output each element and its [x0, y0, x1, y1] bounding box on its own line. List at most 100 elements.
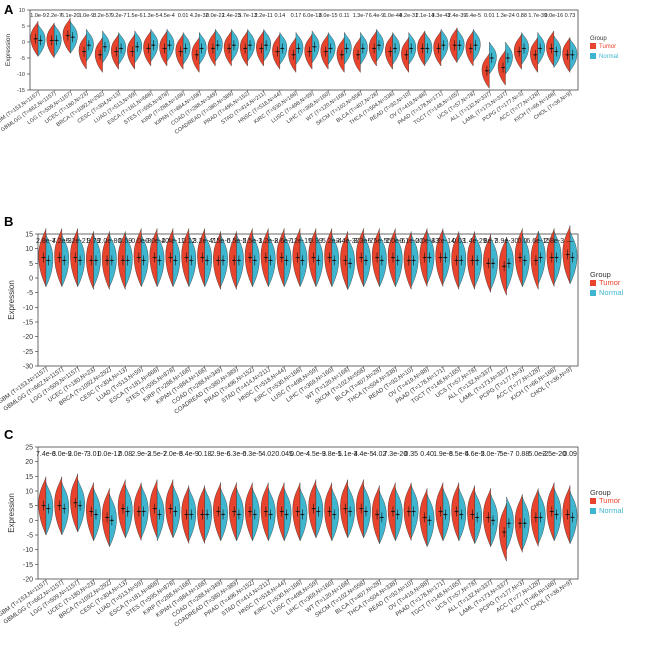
median-point [534, 53, 537, 56]
median-point [492, 262, 494, 265]
median-point [357, 53, 359, 56]
p-value-label: 6.0e-13 [303, 13, 322, 19]
median-point [184, 47, 187, 50]
violin-pair [181, 228, 197, 287]
median-point [555, 513, 558, 516]
p-value-label: 4.02 [373, 451, 387, 458]
p-value-label: 7.2e-3 [52, 238, 72, 245]
violin-pair [403, 231, 419, 290]
median-point [392, 256, 394, 259]
median-point [380, 516, 383, 519]
p-value-label: 0.0e-43 [415, 238, 439, 245]
median-point [360, 256, 363, 259]
median-point [217, 510, 220, 513]
violin-pair [143, 29, 159, 67]
median-point [471, 513, 474, 516]
y-tick-label: -5 [27, 290, 33, 297]
median-point [550, 47, 553, 50]
median-point [120, 47, 122, 50]
legend-title: Group [590, 36, 607, 42]
median-point [104, 45, 106, 48]
p-value-label: 8.0e-15 [319, 13, 338, 19]
p-value-label: 0.73 [565, 13, 576, 19]
p-value-label: 3.2e-41 [193, 238, 217, 245]
median-point [523, 259, 526, 262]
panel-label-a: A [4, 2, 14, 17]
median-point [249, 510, 251, 513]
median-point [71, 36, 74, 39]
median-point [126, 259, 129, 262]
median-point [63, 259, 66, 262]
violin-pair [191, 32, 207, 74]
violin-pair [117, 231, 133, 290]
p-value-label: 0.0e-22 [206, 13, 225, 19]
violin-pair [403, 482, 419, 541]
violin-pair [276, 228, 292, 287]
median-point [539, 47, 542, 50]
violin-pair [514, 494, 530, 553]
legend-swatch-tumor [590, 498, 596, 504]
violin-pair [70, 473, 85, 533]
median-point [476, 259, 479, 262]
p-value-label: 0.35 [404, 451, 418, 458]
median-point [396, 259, 399, 262]
violin-pair [304, 30, 320, 70]
median-point [389, 50, 392, 53]
median-point [439, 256, 442, 259]
p-value-label: 2.8e-4 [36, 238, 56, 245]
median-point [508, 262, 510, 265]
median-point [122, 507, 124, 510]
violin-pair [256, 29, 271, 67]
violin-pair [340, 231, 355, 290]
p-value-label: 1.7e-39 [528, 13, 547, 19]
median-point [486, 69, 488, 72]
median-point [201, 256, 204, 259]
median-point [503, 531, 506, 533]
violin-pair [288, 32, 304, 74]
p-value-label: 0.0e-40 [145, 238, 169, 245]
p-value-label: 0.40 [420, 451, 434, 458]
y-tick-label: 0 [22, 40, 25, 46]
p-value-label: 2.8e-3 [544, 238, 564, 245]
violin-pair [54, 228, 70, 287]
legend-label-normal: Normal [599, 288, 624, 297]
p-value-label: 1.0e-6 [385, 238, 405, 245]
median-point [412, 259, 415, 262]
p-value-label: 0.0e-8 [131, 238, 151, 245]
median-point [502, 66, 504, 69]
violin-pair [451, 482, 467, 541]
p-value-label: 3.2e-8 [258, 238, 278, 245]
y-tick-label: 5 [22, 24, 25, 30]
legend-swatch-normal [590, 508, 596, 514]
violin-pair [435, 482, 451, 541]
p-value-label: 7.2e-15 [288, 238, 312, 245]
median-point [555, 50, 558, 53]
violin-pair [530, 488, 546, 547]
median-point [453, 44, 456, 47]
p-value-label: 1.1e-4 [338, 451, 358, 458]
median-point [437, 47, 440, 50]
median-point [222, 259, 224, 262]
violin-pair [159, 29, 175, 67]
median-point [233, 259, 236, 262]
median-point [492, 519, 494, 522]
violin-pair [101, 231, 117, 290]
median-point [503, 265, 506, 268]
median-point [344, 259, 347, 262]
legend-title: Group [590, 488, 611, 497]
median-point [426, 47, 429, 50]
p-value-label: 2.9e-3 [131, 451, 151, 458]
p-value-label: 8.2e-31 [399, 13, 418, 19]
violin-pair [276, 482, 292, 541]
y-tick-label: 0 [29, 275, 33, 282]
violin-pair [101, 488, 117, 547]
median-point [519, 522, 521, 525]
median-point [110, 519, 113, 522]
median-point [566, 253, 569, 256]
median-point [455, 259, 458, 262]
median-point [405, 53, 408, 56]
y-tick-label: -30 [23, 363, 33, 370]
